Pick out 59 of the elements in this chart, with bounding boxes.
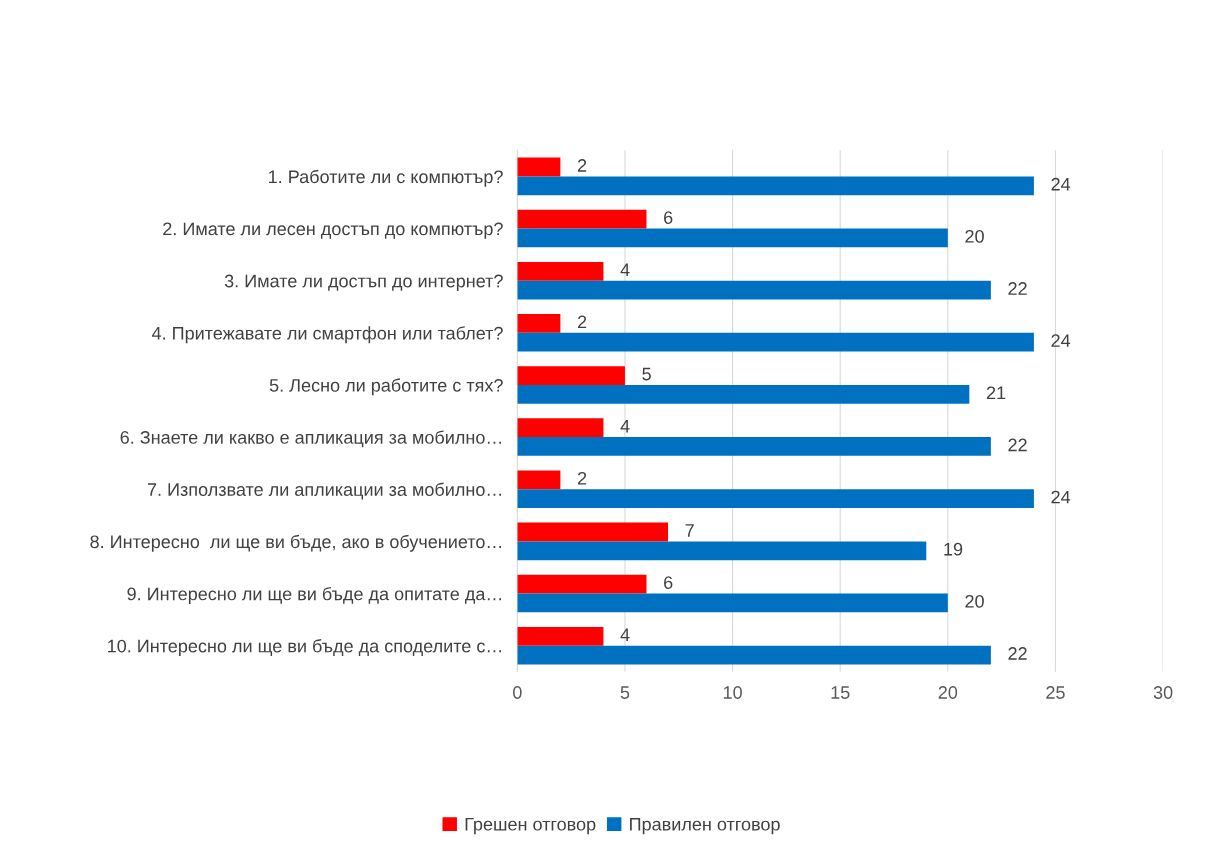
- x-tick-label: 10: [723, 686, 742, 699]
- data-label: 22: [1008, 438, 1027, 452]
- bar: [517, 593, 948, 613]
- bar: [517, 470, 561, 490]
- bar: [517, 522, 668, 542]
- data-label: 6: [664, 211, 673, 224]
- legend-label: Правилен отговор: [630, 817, 780, 835]
- data-label: 22: [1008, 647, 1027, 660]
- bar: [517, 541, 927, 561]
- bar: [517, 314, 561, 333]
- bar: [517, 157, 561, 177]
- bar: [517, 384, 970, 404]
- x-tick-label: 0: [513, 686, 522, 699]
- y-tick-label: 10. Интересно ли ще ви бъде да споделите с…: [108, 639, 502, 657]
- data-label: 7: [685, 524, 694, 537]
- bar: [517, 209, 647, 229]
- bar: [517, 366, 625, 385]
- data-label: 24: [1051, 177, 1071, 191]
- data-label: 5: [642, 367, 651, 381]
- bar: [517, 489, 1034, 509]
- data-label: 24: [1051, 334, 1071, 347]
- data-label: 2: [577, 315, 587, 329]
- bar: [517, 228, 948, 248]
- y-tick-label: 1. Работите ли с компютър?: [269, 169, 503, 187]
- y-tick-label: 3. Имате ли достъп до интернет?: [224, 274, 503, 291]
- bar: [517, 645, 991, 665]
- data-label: 4: [620, 628, 630, 641]
- x-tick-label: 25: [1046, 686, 1065, 699]
- data-label: 24: [1051, 490, 1071, 504]
- data-label: 22: [1008, 282, 1027, 295]
- legend-label: Грешен отговор: [465, 817, 596, 835]
- bar: [517, 574, 647, 594]
- data-label: 2: [577, 471, 587, 485]
- bar: [517, 626, 604, 646]
- x-tick-label: 15: [831, 686, 850, 699]
- data-label: 6: [664, 576, 673, 589]
- y-tick-label: 2. Имате ли лесен достъп до компютър?: [163, 222, 503, 239]
- data-label: 4: [620, 419, 630, 433]
- y-tick-label: 6. Знаете ли какво е апликация за мобилно…: [120, 430, 502, 448]
- y-tick-label: 9. Интересно ли ще ви бъде да опитате да…: [127, 586, 502, 604]
- x-tick-label: 5: [620, 686, 630, 699]
- x-tick-label: 20: [938, 686, 958, 699]
- y-tick-label: 4. Притежавате ли смартфон или таблет?: [151, 326, 503, 344]
- data-label: 4: [620, 263, 630, 276]
- x-tick-label: 30: [1153, 686, 1173, 699]
- bar: [517, 261, 604, 281]
- y-tick-label: 5. Лесно ли работите с тях?: [269, 378, 503, 396]
- data-label: 19: [944, 542, 963, 556]
- bar: [517, 280, 991, 300]
- bar: [517, 176, 1034, 196]
- data-label: 2: [577, 159, 587, 172]
- bar: [517, 437, 991, 456]
- y-tick-label: 8. Интересно ли ще ви бъде, ако в обучението…: [90, 534, 502, 552]
- bar: [517, 332, 1034, 352]
- data-label: 20: [965, 229, 984, 243]
- data-label: 20: [965, 594, 984, 608]
- data-label: 21: [986, 386, 1006, 400]
- bar: [517, 418, 604, 438]
- y-tick-label: 7. Използвате ли апликации за мобилно…: [147, 482, 502, 500]
